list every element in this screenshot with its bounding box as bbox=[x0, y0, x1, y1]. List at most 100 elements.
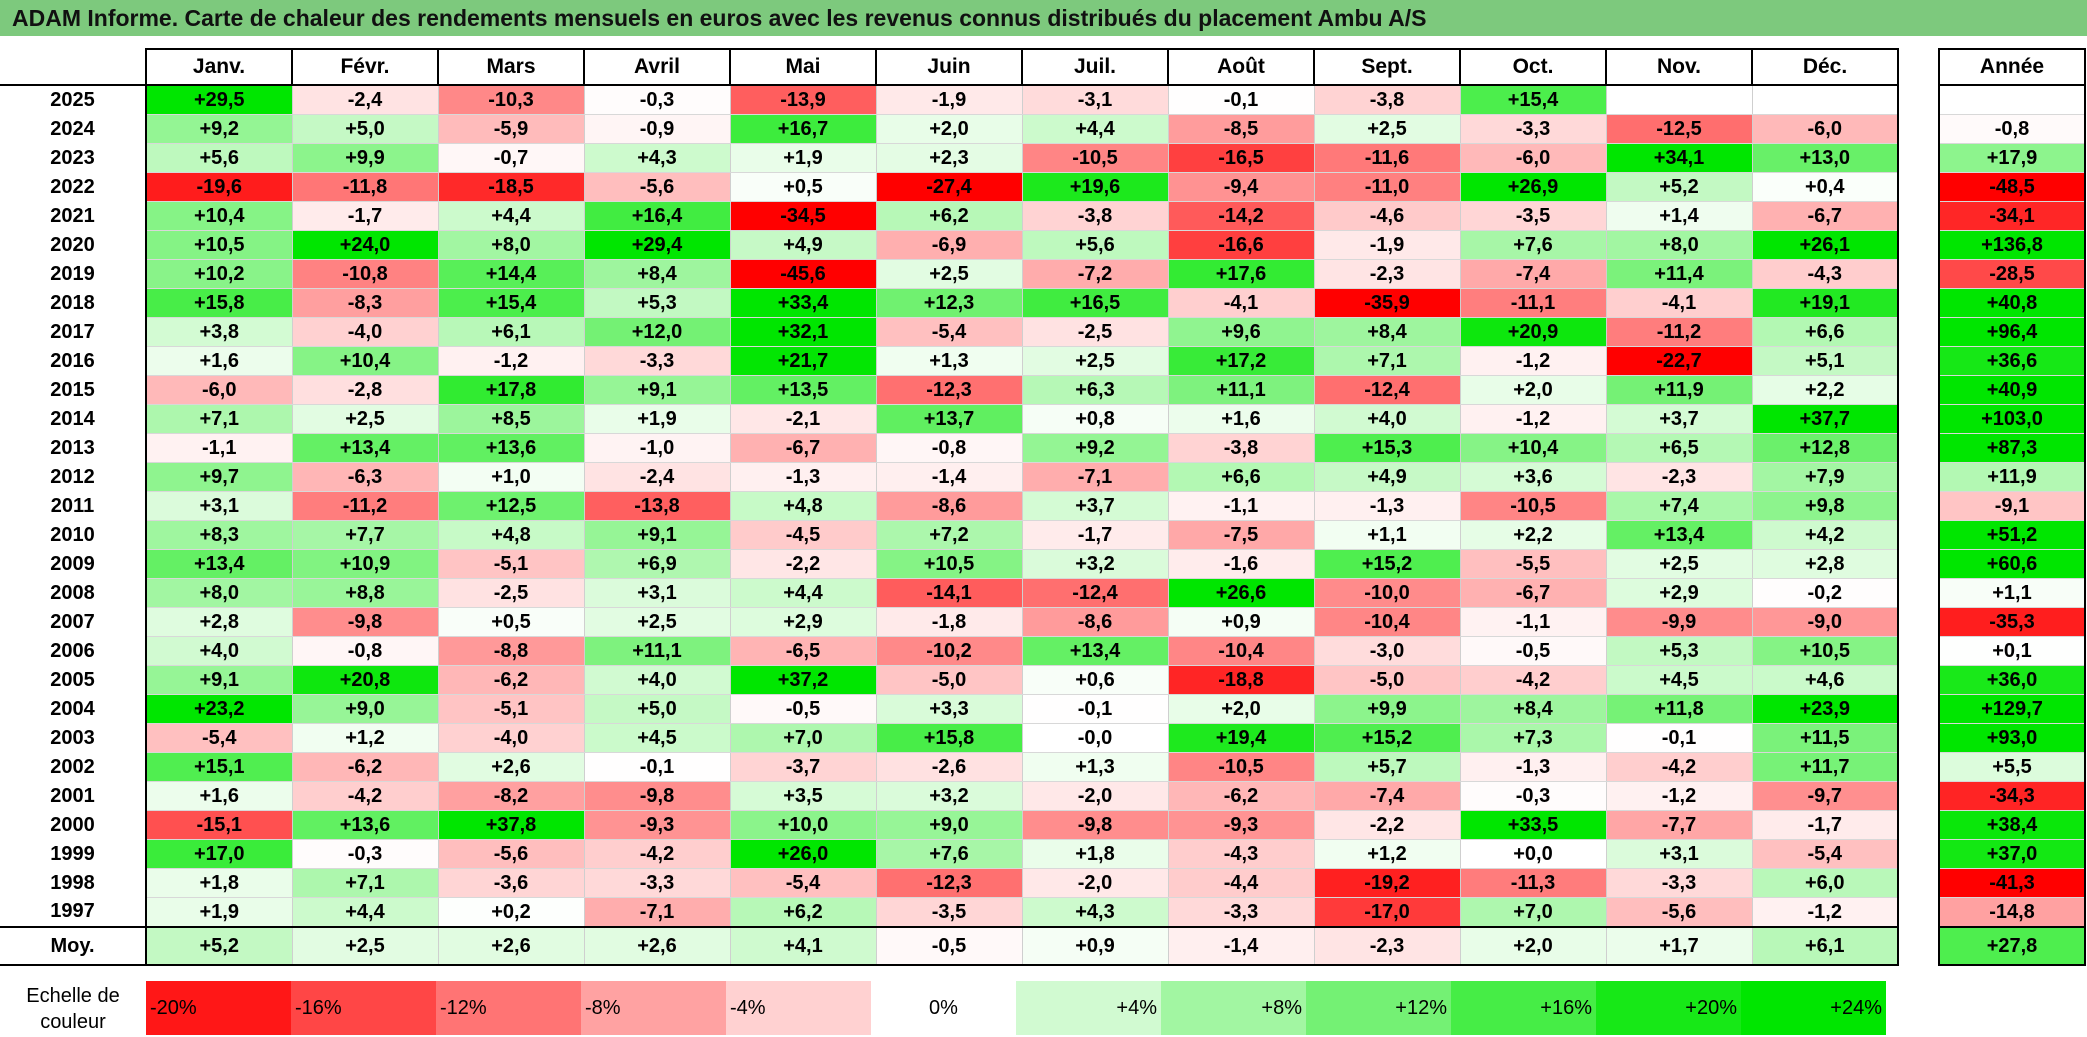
heatmap-cell: -2,3 bbox=[1606, 462, 1753, 492]
year-label: 2016 bbox=[0, 346, 147, 376]
annual-average-cell: +27,8 bbox=[1938, 926, 2086, 966]
heatmap-cell: +9,6 bbox=[1168, 317, 1315, 347]
heatmap-cell: -3,5 bbox=[1460, 201, 1607, 231]
heatmap-cell: -2,4 bbox=[292, 85, 439, 115]
annual-cell: +11,9 bbox=[1938, 462, 2086, 492]
heatmap-cell: +37,7 bbox=[1752, 404, 1899, 434]
heatmap-cell: -1,2 bbox=[1606, 781, 1753, 811]
color-scale-swatch: +16% bbox=[1451, 981, 1596, 1035]
heatmap-cell: +4,5 bbox=[1606, 665, 1753, 695]
heatmap-cell: -2,0 bbox=[1022, 868, 1169, 898]
heatmap-cell: +1,8 bbox=[1022, 839, 1169, 869]
heatmap-cell: +15,8 bbox=[876, 723, 1023, 753]
heatmap-cell: -8,5 bbox=[1168, 114, 1315, 144]
heatmap-cell: -5,4 bbox=[145, 723, 293, 753]
heatmap-cell: +16,7 bbox=[730, 114, 877, 144]
heatmap-cell: -10,8 bbox=[292, 259, 439, 289]
annual-cell: -28,5 bbox=[1938, 259, 2086, 289]
heatmap-cell: +10,4 bbox=[292, 346, 439, 376]
year-label: 2020 bbox=[0, 230, 147, 260]
heatmap-cell: +11,1 bbox=[1168, 375, 1315, 405]
month-header: Janv. bbox=[145, 48, 293, 86]
heatmap-cell: +1,6 bbox=[145, 781, 293, 811]
heatmap-cell: +19,6 bbox=[1022, 172, 1169, 202]
color-scale-swatch: +8% bbox=[1161, 981, 1306, 1035]
heatmap-cell: -0,1 bbox=[1168, 85, 1315, 115]
heatmap-cell: +11,4 bbox=[1606, 259, 1753, 289]
year-label: 2018 bbox=[0, 288, 147, 318]
year-row: 2005 +9,1 +20,8 -6,2 +4,0 +37,2 -5,0 +0,6 -18,8-… bbox=[0, 665, 1899, 695]
heatmap-cell: -10,3 bbox=[438, 85, 585, 115]
annual-cell bbox=[1938, 85, 2086, 115]
heatmap-cell: -0,3 bbox=[1460, 781, 1607, 811]
heatmap-cell: -0,2 bbox=[1752, 578, 1899, 608]
year-row: 2015 -6,0 -2,8 +17,8 +9,1 +13,5 -12,3 +6,3 +11,1… bbox=[0, 375, 1899, 405]
month-header: Oct. bbox=[1459, 48, 1607, 86]
heatmap-cell: -4,3 bbox=[1168, 839, 1315, 869]
heatmap-cell: +6,6 bbox=[1752, 317, 1899, 347]
heatmap-cell: -5,1 bbox=[438, 694, 585, 724]
heatmap-cell: -3,3 bbox=[1606, 868, 1753, 898]
heatmap-cell: +9,0 bbox=[292, 694, 439, 724]
year-row: 2006 +4,0 -0,8 -8,8 +11,1 -6,5 -10,2 +13,4 -10,4… bbox=[0, 636, 1899, 666]
heatmap-cell: -3,3 bbox=[1168, 897, 1315, 928]
heatmap-cell: -3,3 bbox=[584, 868, 731, 898]
annual-header: Année bbox=[1938, 48, 2086, 86]
heatmap-cell: -2,4 bbox=[584, 462, 731, 492]
heatmap-cell: -1,9 bbox=[1314, 230, 1461, 260]
heatmap-cell: -1,3 bbox=[730, 462, 877, 492]
heatmap-cell: -4,2 bbox=[1460, 665, 1607, 695]
heatmap-cell: +3,1 bbox=[145, 491, 293, 521]
heatmap-cell: -4,1 bbox=[1168, 288, 1315, 318]
heatmap-cell: -3,3 bbox=[1460, 114, 1607, 144]
heatmap-cell: -22,7 bbox=[1606, 346, 1753, 376]
heatmap-cell: -6,5 bbox=[730, 636, 877, 666]
heatmap-cell: +3,3 bbox=[876, 694, 1023, 724]
heatmap-cell: +4,8 bbox=[438, 520, 585, 550]
heatmap-cell: -13,8 bbox=[584, 491, 731, 521]
chart-title: ADAM Informe. Carte de chaleur des rende… bbox=[0, 0, 2087, 36]
heatmap-cell: +6,6 bbox=[1168, 462, 1315, 492]
heatmap-cell: -4,4 bbox=[1168, 868, 1315, 898]
heatmap-cell: +2,0 bbox=[1168, 694, 1315, 724]
heatmap-cell: -8,6 bbox=[876, 491, 1023, 521]
month-header: Juin bbox=[875, 48, 1023, 86]
year-label: 1999 bbox=[0, 839, 147, 869]
year-row: 2013 -1,1 +13,4 +13,6 -1,0 -6,7 -0,8 +9,2 -3,8 +1… bbox=[0, 433, 1899, 463]
annual-cell: -35,3 bbox=[1938, 607, 2086, 637]
heatmap-cell: +16,4 bbox=[584, 201, 731, 231]
year-row: 2014 +7,1 +2,5 +8,5 +1,9 -2,1 +13,7 +0,8 +1,6 +4,… bbox=[0, 404, 1899, 434]
heatmap-cell: +0,5 bbox=[730, 172, 877, 202]
year-row: 1999 +17,0 -0,3 -5,6 -4,2 +26,0 +7,6 +1,8 -4,3 +1… bbox=[0, 839, 1899, 869]
heatmap-cell: +23,9 bbox=[1752, 694, 1899, 724]
heatmap-cell: +3,1 bbox=[1606, 839, 1753, 869]
heatmap-cell: +7,1 bbox=[1314, 346, 1461, 376]
heatmap-cell: +13,5 bbox=[730, 375, 877, 405]
annual-column: Année -0,8 +17,9 -48,5 -34,1 +136,8 -28,5 +40,… bbox=[1938, 48, 2086, 966]
annual-cell: +129,7 bbox=[1938, 694, 2086, 724]
heatmap-cell: +2,2 bbox=[1460, 520, 1607, 550]
heatmap-cell: +3,1 bbox=[584, 578, 731, 608]
heatmap-cell: +17,8 bbox=[438, 375, 585, 405]
heatmap-cell: +4,4 bbox=[730, 578, 877, 608]
heatmap-cell: -10,5 bbox=[1460, 491, 1607, 521]
heatmap-cell: -1,1 bbox=[145, 433, 293, 463]
heatmap-cell: -6,3 bbox=[292, 462, 439, 492]
heatmap-cell: -12,3 bbox=[876, 868, 1023, 898]
heatmap-cell: -9,4 bbox=[1168, 172, 1315, 202]
heatmap-cell: +15,3 bbox=[1314, 433, 1461, 463]
heatmap-cell: +15,1 bbox=[145, 752, 293, 782]
year-row: 2017 +3,8 -4,0 +6,1 +12,0 +32,1 -5,4 -2,5 +9,6 +8… bbox=[0, 317, 1899, 347]
heatmap-cell: -1,2 bbox=[1460, 404, 1607, 434]
heatmap-cell: +5,6 bbox=[145, 143, 293, 173]
heatmap-cell: +1,3 bbox=[1022, 752, 1169, 782]
heatmap-cell: -3,8 bbox=[1314, 85, 1461, 115]
heatmap-cell: -11,0 bbox=[1314, 172, 1461, 202]
heatmap-cell: +13,0 bbox=[1752, 143, 1899, 173]
heatmap-cell: -6,7 bbox=[730, 433, 877, 463]
heatmap-cell: -0,1 bbox=[1606, 723, 1753, 753]
heatmap-cell: -4,5 bbox=[730, 520, 877, 550]
heatmap-cell: -6,0 bbox=[145, 375, 293, 405]
heatmap-cell: +10,2 bbox=[145, 259, 293, 289]
month-header-row: Janv. Févr. Mars Avril Mai Juin Juil. Août Sept.… bbox=[0, 48, 1899, 86]
